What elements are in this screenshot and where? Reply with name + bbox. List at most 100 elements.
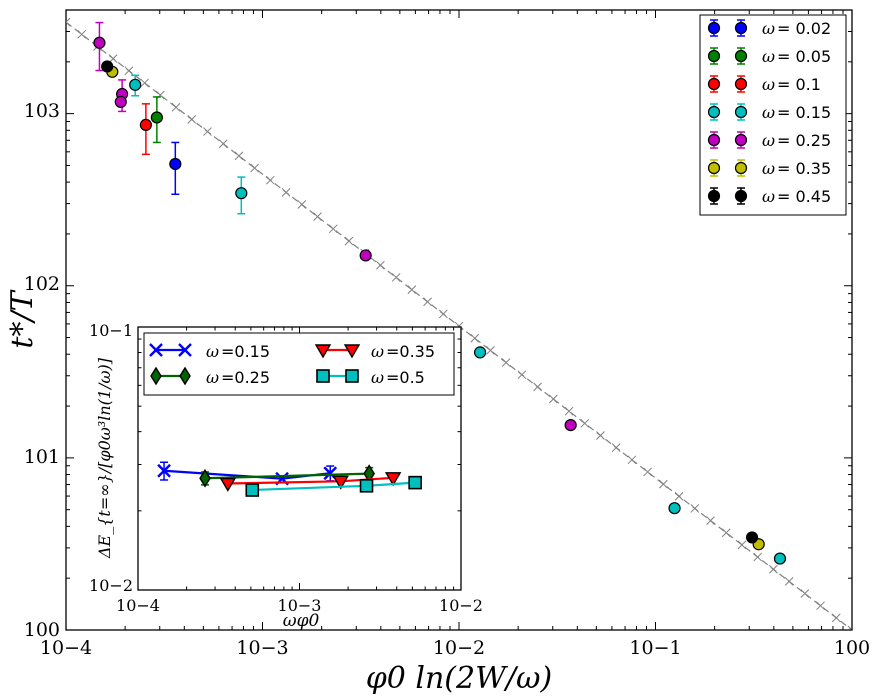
y-tick-label: 101 <box>24 446 60 468</box>
legend-label-value: = 0.45 <box>777 187 831 206</box>
reference-x-marker <box>533 382 542 392</box>
y-tick-label: 100 <box>24 619 60 641</box>
inset-legend-label-symbol: ω <box>206 342 219 361</box>
legend-label-symbol: ω <box>762 187 775 206</box>
legend-label-value: = 0.05 <box>777 47 831 66</box>
inset-x-tick-label: 10−4 <box>116 596 160 615</box>
legend-label-symbol: ω <box>762 47 775 66</box>
reference-x-marker <box>297 200 307 209</box>
reference-x-marker <box>721 528 731 538</box>
inset-data-point <box>199 468 211 488</box>
reference-x-marker <box>847 625 852 630</box>
reference-x-marker <box>486 346 495 355</box>
legend-marker <box>707 161 721 175</box>
reference-x-marker <box>627 455 637 465</box>
inset-data-point <box>157 463 171 478</box>
reference-x-marker <box>250 163 259 173</box>
data-point <box>235 187 248 200</box>
y-tick-label: 103 <box>24 100 60 122</box>
reference-x-marker <box>234 151 244 161</box>
inset-legend-marker <box>178 343 192 357</box>
inset-data-point <box>408 475 422 490</box>
reference-x-marker <box>769 564 778 574</box>
legend-label-symbol: ω <box>762 19 775 38</box>
inset-data-point <box>332 475 349 490</box>
inset-x-tick-label: 10−2 <box>439 596 483 615</box>
main-legend: ω = 0.02 ω = 0.05 ω = 0.1 ω = 0.15 ω = 0… <box>699 14 847 216</box>
data-point <box>359 249 372 262</box>
inset-data-point <box>359 478 374 493</box>
data-point <box>564 419 577 432</box>
data-point <box>101 60 114 73</box>
reference-x-marker <box>140 78 149 88</box>
legend-marker <box>707 133 721 147</box>
legend-marker <box>707 105 721 119</box>
legend-marker <box>707 49 721 63</box>
reference-x-marker <box>753 552 763 562</box>
main-legend-markers <box>707 19 748 205</box>
inset-legend-label-value: =0.25 <box>221 368 270 387</box>
main-x-axis-label: φ0 ln(2W/ω) <box>366 661 552 696</box>
legend-marker <box>707 77 721 91</box>
legend-marker <box>734 21 748 35</box>
x-tick-label: 100 <box>834 637 870 659</box>
reference-x-marker <box>596 431 605 440</box>
inset-legend: ω =0.15 ω =0.25 ω =0.35 ω =0.5 <box>143 332 455 396</box>
x-tick-label: 10−1 <box>629 637 681 659</box>
main-y-tick-labels: 100 101 102 103 <box>24 100 60 641</box>
legend-label-symbol: ω <box>762 131 775 150</box>
legend-label-value: = 0.1 <box>777 75 821 94</box>
inset-series-line <box>204 472 370 480</box>
inset-legend-label-symbol: ω <box>206 368 219 387</box>
data-point <box>169 157 182 171</box>
reference-x-marker <box>674 491 684 501</box>
inset-legend-marker <box>316 369 330 383</box>
reference-x-marker <box>816 601 825 611</box>
x-tick-label: 10−4 <box>40 637 92 659</box>
inset-y-tick-labels: 10−2 10−1 <box>89 321 133 595</box>
inset-legend-marker <box>314 344 332 359</box>
reference-x-marker <box>706 516 715 525</box>
reference-x-marker <box>391 273 401 282</box>
reference-x-marker <box>831 613 841 623</box>
legend-label-value: = 0.15 <box>777 103 831 122</box>
reference-x-marker <box>66 17 71 27</box>
data-point <box>93 36 106 49</box>
reference-x-marker <box>376 260 385 270</box>
inset-legend-box <box>143 332 455 396</box>
legend-label-symbol: ω <box>762 75 775 94</box>
inset-legend-marker <box>345 369 359 383</box>
inset-data-point <box>219 477 237 492</box>
reference-x-marker <box>407 285 417 294</box>
legend-marker <box>734 161 748 175</box>
inset-legend-label-value: =0.15 <box>221 342 270 361</box>
legend-marker <box>707 189 721 203</box>
legend-label-value: = 0.02 <box>777 19 831 38</box>
reference-x-marker <box>423 297 432 307</box>
inset-x-tick-labels: 10−4 10−3 10−2 <box>116 596 483 615</box>
reference-x-marker <box>659 479 668 489</box>
inset-x-tick-label: 10−3 <box>278 596 322 615</box>
inset-legend-marker <box>179 366 191 386</box>
reference-x-marker <box>344 236 354 246</box>
y-tick-label: 102 <box>24 273 60 295</box>
inset-legend-marker <box>343 344 361 359</box>
reference-x-marker <box>690 504 700 513</box>
x-tick-label: 10−2 <box>433 637 485 659</box>
reference-x-marker <box>281 187 291 197</box>
data-point <box>745 531 759 544</box>
inset-legend-label-value: =0.5 <box>386 368 425 387</box>
reference-x-marker <box>784 577 794 586</box>
legend-marker <box>707 21 721 35</box>
inset-data-point <box>245 483 260 497</box>
inset-legend-label-symbol: ω <box>371 368 384 387</box>
legend-marker <box>734 49 748 63</box>
reference-x-marker <box>501 358 511 367</box>
reference-x-marker <box>313 212 322 222</box>
reference-x-marker <box>470 333 480 343</box>
main-legend-box <box>699 14 847 216</box>
inset-legend-label-value: =0.35 <box>386 342 435 361</box>
inset-axis-ticks <box>137 326 462 591</box>
legend-label-value: = 0.25 <box>777 131 831 150</box>
